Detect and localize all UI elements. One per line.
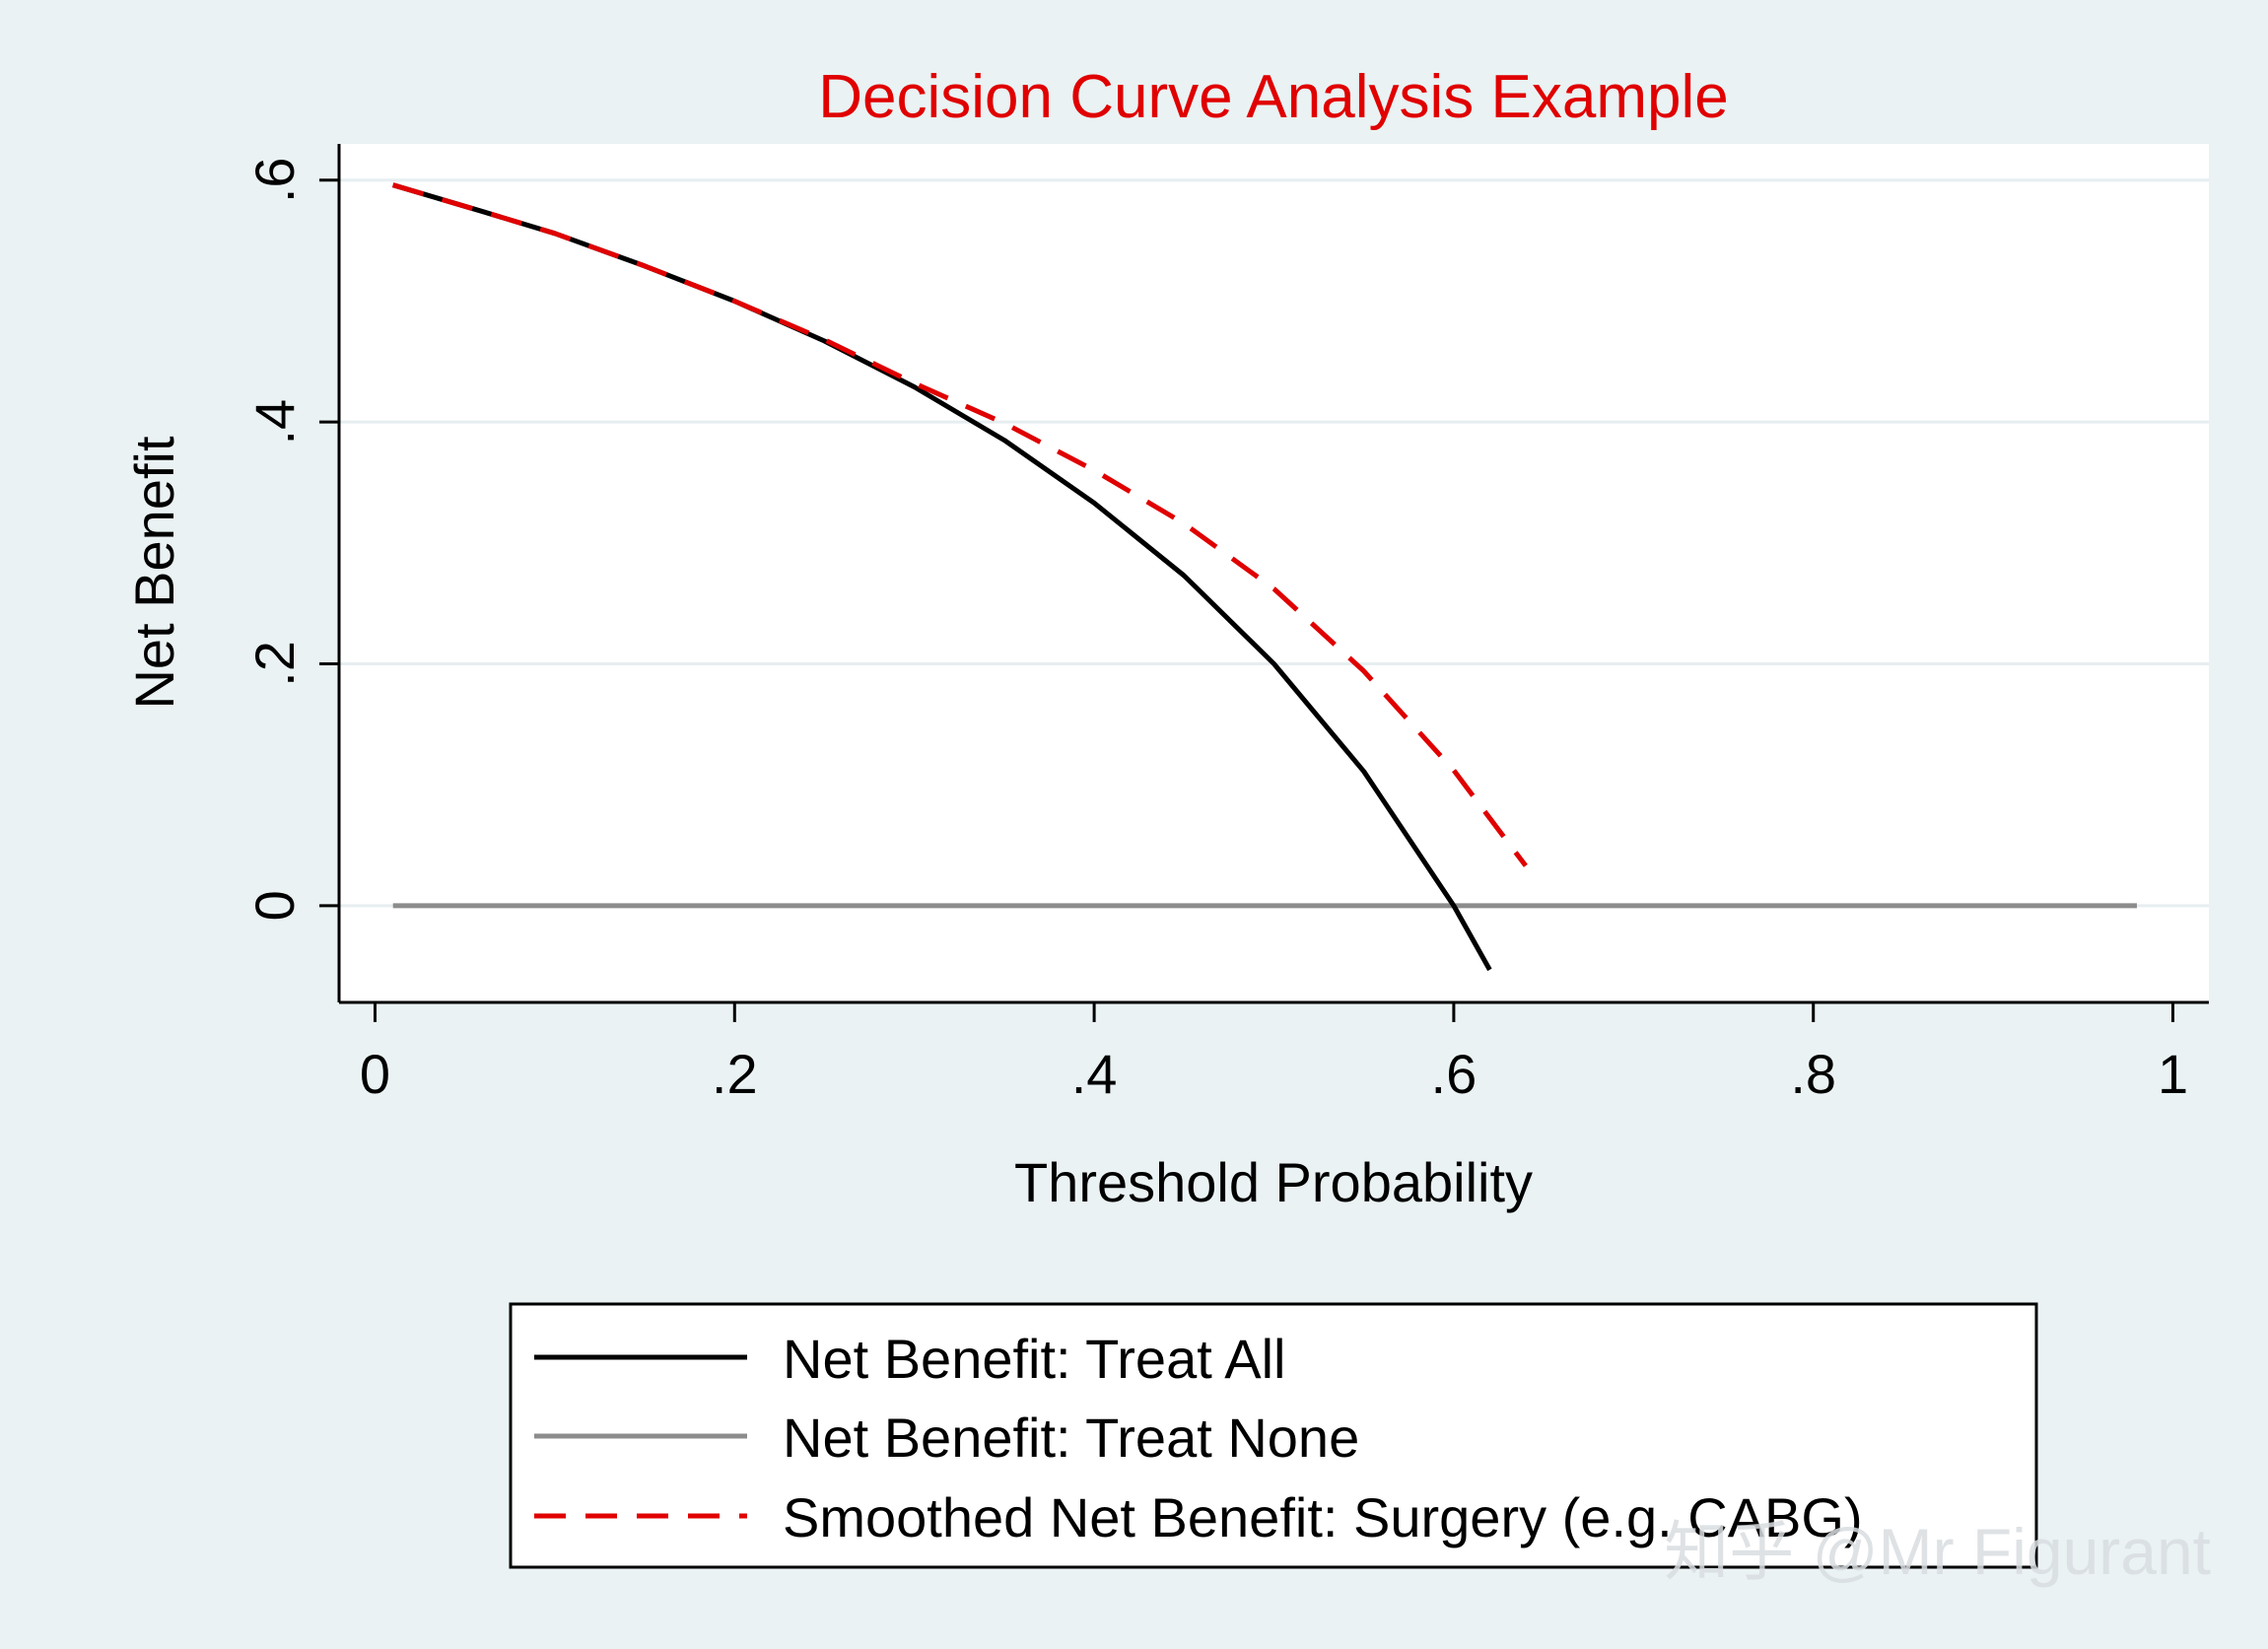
y-tick-label: .2 [243,641,306,687]
legend-label-surgery: Smoothed Net Benefit: Surgery (e.g. CABG… [783,1486,1863,1548]
legend-box [509,1302,2038,1569]
watermark-text: 知乎 @Mr Figurant [1664,1515,2211,1588]
chart-title: Decision Curve Analysis Example [818,63,1729,131]
y-axis-title: Net Benefit [123,436,185,709]
x-tick-label: .2 [712,1043,758,1105]
y-tick-label: 0 [243,890,306,921]
plot-area [339,144,2209,1002]
series-surgery-smoothed [391,182,1528,867]
x-tick-label: .6 [1431,1043,1478,1105]
series-lines [391,182,2137,972]
y-tick-label: .4 [243,399,306,446]
x-tick-label: 1 [2158,1043,2188,1105]
y-tick-label: .6 [243,157,306,203]
x-tick-label: .4 [1071,1043,1118,1105]
x-tick-label: 0 [360,1043,390,1105]
x-tick-label: .8 [1790,1043,1836,1105]
x-ticks: 0 .2 .4 .6 .8 1 [360,1002,2188,1105]
legend-label-treat-all: Net Benefit: Treat All [783,1328,1285,1390]
legend: Net Benefit: Treat All Net Benefit: Trea… [509,1302,2038,1569]
y-ticks: 0 .2 .4 .6 [243,157,339,921]
x-axis-title: Threshold Probability [1014,1151,1533,1213]
legend-label-treat-none: Net Benefit: Treat None [783,1407,1359,1469]
